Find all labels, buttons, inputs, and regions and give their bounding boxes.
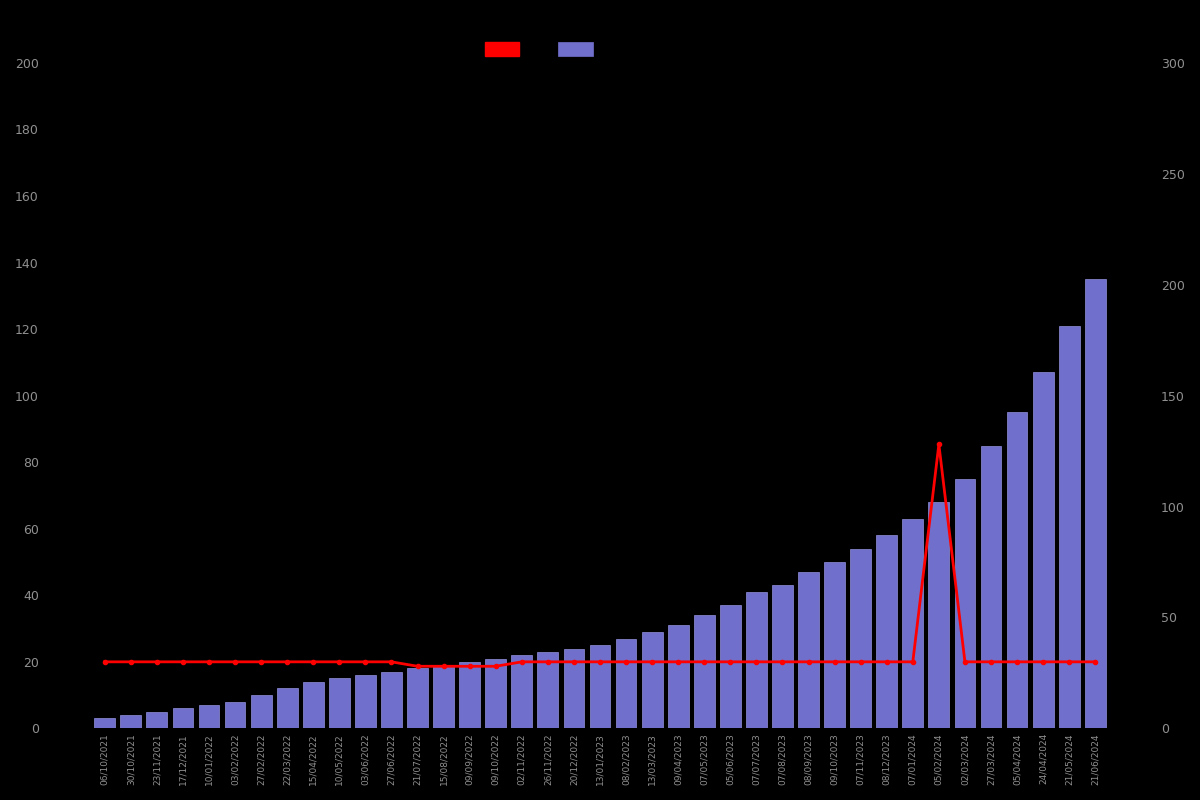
Bar (798, 572, 818, 728)
Bar (538, 652, 558, 728)
Bar (460, 662, 480, 728)
Bar (851, 549, 871, 728)
Bar (616, 638, 636, 728)
Bar (302, 682, 324, 728)
Bar (772, 586, 793, 728)
Bar (954, 479, 976, 728)
Bar (251, 695, 271, 728)
Bar (902, 518, 923, 728)
Bar (824, 562, 845, 728)
Bar (95, 718, 115, 728)
Bar (433, 665, 454, 728)
Bar (1007, 412, 1027, 728)
Bar (720, 606, 740, 728)
Bar (876, 535, 898, 728)
Bar (980, 446, 1002, 728)
Bar (329, 678, 349, 728)
Bar (511, 655, 533, 728)
Bar (1085, 279, 1105, 728)
Bar (1033, 372, 1054, 728)
Bar (407, 669, 428, 728)
Legend: , : , (479, 37, 610, 62)
Bar (224, 702, 246, 728)
Bar (198, 705, 220, 728)
Bar (120, 715, 142, 728)
Bar (667, 626, 689, 728)
Bar (929, 502, 949, 728)
Bar (146, 712, 167, 728)
Bar (694, 615, 715, 728)
Bar (642, 632, 662, 728)
Bar (382, 672, 402, 728)
Bar (485, 658, 506, 728)
Bar (746, 592, 767, 728)
Bar (355, 675, 376, 728)
Bar (277, 689, 298, 728)
Bar (589, 645, 611, 728)
Bar (564, 649, 584, 728)
Bar (1058, 326, 1080, 728)
Bar (173, 709, 193, 728)
